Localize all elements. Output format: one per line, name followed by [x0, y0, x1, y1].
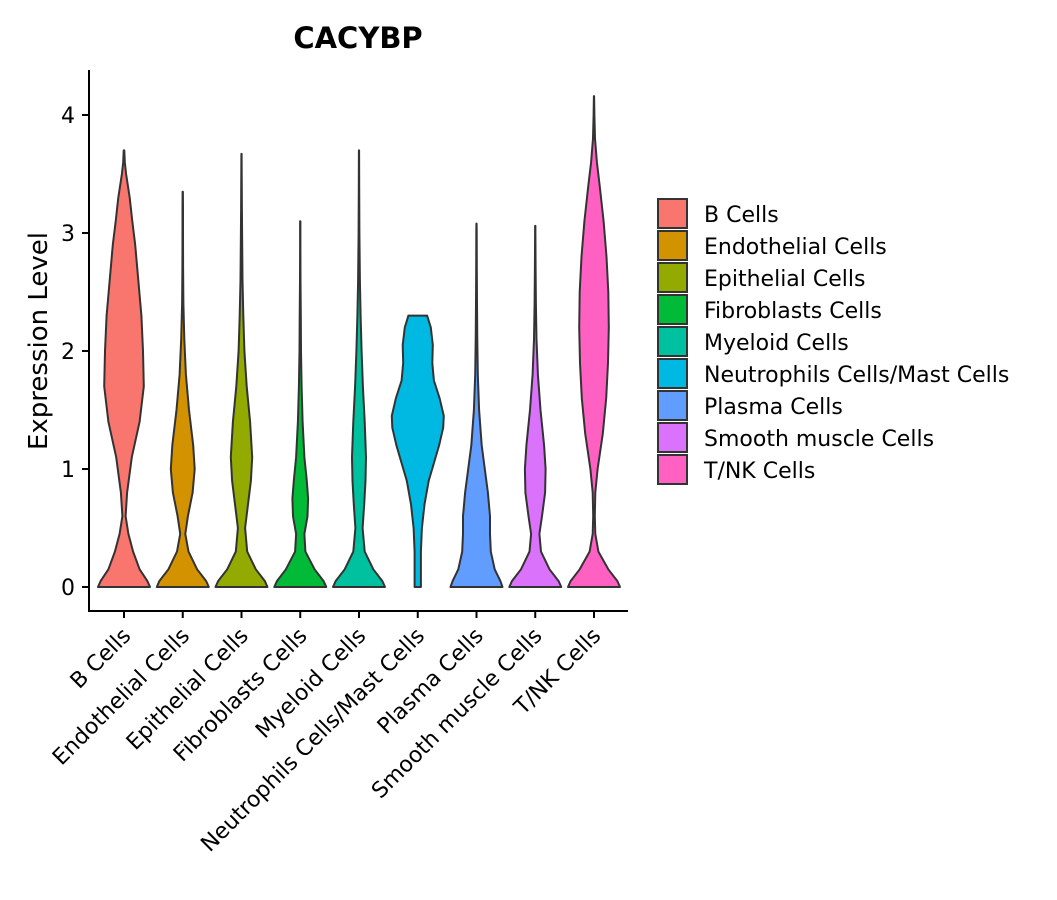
violin-fibroblasts-cells: [273, 220, 328, 588]
y-axis-label: Expression Level: [24, 232, 54, 450]
violin-neutrophils-cells-mast-cells: [390, 314, 445, 588]
legend-key-myeloid-cells: [657, 326, 688, 357]
violin-b-cells: [97, 149, 151, 588]
violin-myeloid-cells: [332, 149, 386, 588]
legend-key-fibroblasts-cells: [657, 294, 688, 325]
legend: B Cells Endothelial Cells Epithelial Cells…: [657, 198, 1009, 485]
legend-label: Endothelial Cells: [704, 235, 887, 260]
y-tick-label: 4: [61, 104, 75, 129]
legend-label: T/NK Cells: [703, 459, 815, 484]
violin-plasma-cells: [449, 222, 504, 588]
y-tick-label: 3: [61, 222, 75, 247]
legend-key-endothelial-cells: [657, 230, 688, 261]
legend-key-smooth-muscle-cells: [657, 422, 688, 453]
violins-layer: [97, 95, 621, 588]
y-tick-label: 2: [61, 340, 75, 365]
legend-key-epithelial-cells: [657, 262, 688, 293]
violin-epithelial-cells: [214, 152, 269, 588]
violin-smooth-muscle-cells: [508, 224, 563, 588]
violin-t-nk-cells: [567, 95, 621, 588]
violin-endothelial-cells: [155, 190, 210, 588]
legend-label: Neutrophils Cells/Mast Cells: [704, 363, 1009, 388]
legend-key-t-nk-cells: [657, 454, 688, 485]
chart-title: CACYBP: [293, 21, 422, 55]
y-tick-label: 1: [61, 458, 75, 483]
legend-label: Smooth muscle Cells: [704, 427, 934, 452]
legend-label: Plasma Cells: [704, 395, 843, 420]
legend-key-neutrophils-cells-mast-cells: [657, 358, 688, 389]
legend-label: Myeloid Cells: [704, 331, 849, 356]
legend-key-b-cells: [657, 198, 688, 229]
y-tick-label: 0: [61, 576, 75, 601]
legend-label: Epithelial Cells: [704, 267, 865, 292]
legend-label: B Cells: [704, 203, 779, 228]
legend-key-plasma-cells: [657, 390, 688, 421]
legend-label: Fibroblasts Cells: [704, 299, 882, 324]
